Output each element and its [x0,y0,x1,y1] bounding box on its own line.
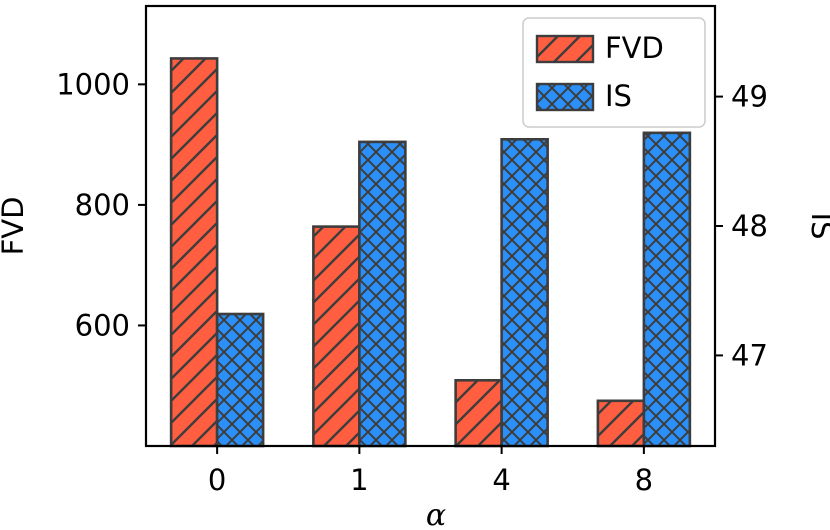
bars-layer [169,57,692,448]
bar-is-4 [500,137,549,448]
legend-swatch-fvd [535,34,595,64]
bar-is-8 [642,131,692,448]
y-right-tick-label: 48 [731,209,768,243]
x-tick-label: 4 [492,463,510,497]
y-left-tick-label: 600 [75,308,130,342]
bar-fvd-1 [312,225,361,448]
x-tick-label: 1 [350,463,368,497]
y-left-axis-title: FVD [0,197,30,256]
y-right-tick-label: 49 [731,80,768,114]
bar-is-0 [215,312,265,448]
x-tick-label: 0 [208,463,226,497]
y-right-axis-title: IS [805,213,830,240]
x-tick-label: 8 [635,463,653,497]
bar-fvd-4 [454,379,503,448]
legend: FVD IS [522,17,706,128]
x-axis-title: α [426,498,446,530]
legend-label-is: IS [605,79,632,113]
legend-swatch-is [535,82,595,112]
y-left-tick-label: 1000 [56,67,130,101]
x-axis-ticks: 0 1 4 8 [208,446,653,497]
y-left-tick-label: 800 [75,188,130,222]
bar-fvd-0 [169,57,219,448]
y-left-axis-ticks: 600 800 1000 [56,67,146,342]
bar-is-1 [358,140,407,448]
y-right-tick-label: 47 [731,338,768,372]
y-right-axis-ticks: 47 48 49 [715,80,768,372]
legend-label-fvd: FVD [605,31,664,65]
bar-fvd-8 [596,399,646,448]
